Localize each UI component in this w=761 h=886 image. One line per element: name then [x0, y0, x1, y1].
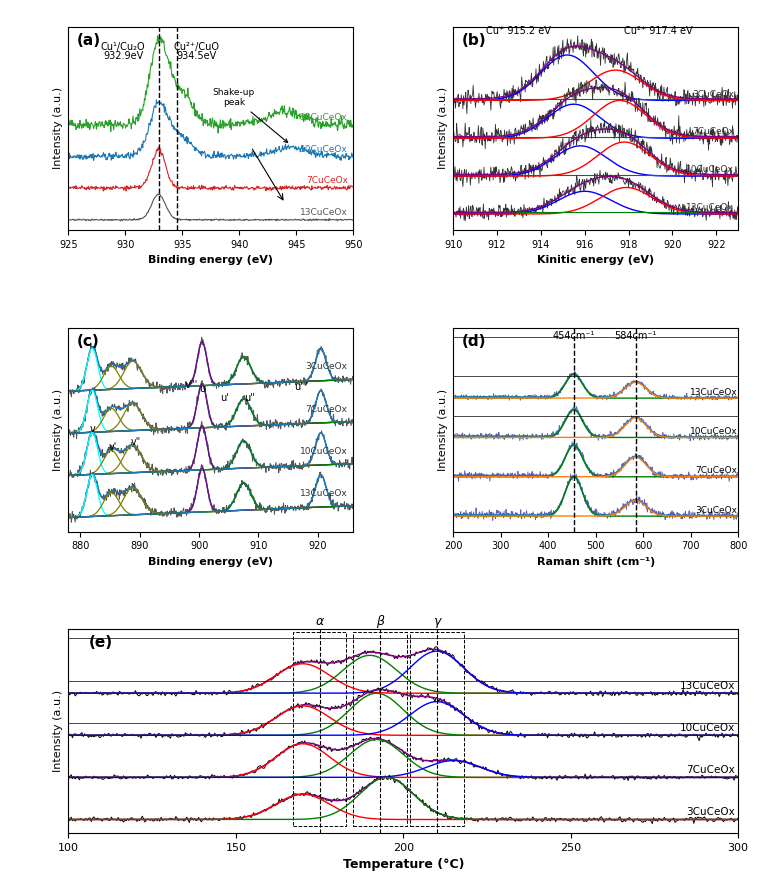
- Text: α: α: [316, 615, 323, 628]
- Text: 10CuCeOx: 10CuCeOx: [300, 144, 348, 153]
- Text: 7CuCeOx: 7CuCeOx: [305, 405, 348, 414]
- X-axis label: Temperature (°C): Temperature (°C): [342, 859, 464, 871]
- Text: Shake-up
peak: Shake-up peak: [212, 88, 288, 143]
- Bar: [353, 633, 406, 826]
- Text: 7CuCeOx: 7CuCeOx: [692, 128, 734, 136]
- Text: Cu¹/Cu₂O: Cu¹/Cu₂O: [101, 42, 145, 51]
- Text: γ: γ: [433, 615, 441, 628]
- Text: u: u: [199, 385, 205, 394]
- Text: 3CuCeOx: 3CuCeOx: [686, 807, 735, 818]
- Text: u': u': [220, 392, 228, 403]
- Y-axis label: Intensity (a.u.): Intensity (a.u.): [438, 389, 447, 470]
- Text: u''': u''': [294, 383, 308, 392]
- X-axis label: Kinitic energy (eV): Kinitic energy (eV): [537, 255, 654, 266]
- Text: (b): (b): [462, 33, 486, 48]
- Text: v": v": [130, 438, 141, 447]
- Text: 13CuCeOx: 13CuCeOx: [300, 489, 348, 498]
- X-axis label: Binding energy (eV): Binding energy (eV): [148, 556, 273, 567]
- Text: (a): (a): [77, 33, 101, 48]
- Y-axis label: Intensity (a.u.): Intensity (a.u.): [438, 88, 447, 169]
- Y-axis label: Intensity (a.u.): Intensity (a.u.): [53, 88, 63, 169]
- Text: Cu²⁺/CuO: Cu²⁺/CuO: [174, 42, 219, 51]
- Text: 934.5eV: 934.5eV: [176, 51, 216, 61]
- Text: β: β: [376, 615, 384, 628]
- Text: v''': v''': [184, 380, 198, 390]
- Text: 3CuCeOx: 3CuCeOx: [696, 506, 737, 515]
- Text: 13CuCeOx: 13CuCeOx: [689, 387, 737, 397]
- Text: 10CuCeOx: 10CuCeOx: [680, 723, 735, 734]
- Text: 7CuCeOx: 7CuCeOx: [696, 466, 737, 475]
- Text: 10CuCeOx: 10CuCeOx: [300, 447, 348, 455]
- Text: 13CuCeOx: 13CuCeOx: [300, 113, 348, 122]
- X-axis label: Binding energy (eV): Binding energy (eV): [148, 255, 273, 266]
- Text: 454cm⁻¹: 454cm⁻¹: [552, 331, 595, 341]
- Text: 10CuCeOx: 10CuCeOx: [686, 165, 734, 175]
- Bar: [293, 633, 346, 826]
- Text: Cu⁺ 915.2 eV: Cu⁺ 915.2 eV: [486, 27, 551, 36]
- Y-axis label: Intensity (a.u.): Intensity (a.u.): [53, 389, 63, 470]
- Text: (e): (e): [88, 635, 113, 650]
- Text: v': v': [109, 442, 117, 453]
- Text: 584cm⁻¹: 584cm⁻¹: [614, 331, 657, 341]
- Y-axis label: Intensity (a.u.): Intensity (a.u.): [53, 690, 63, 772]
- Text: u": u": [244, 392, 254, 403]
- Text: 3CuCeOx: 3CuCeOx: [305, 362, 348, 371]
- Text: 7CuCeOx: 7CuCeOx: [306, 176, 348, 185]
- Text: 10CuCeOx: 10CuCeOx: [689, 427, 737, 436]
- Text: 7CuCeOx: 7CuCeOx: [686, 766, 735, 775]
- Text: 13CuCeOx: 13CuCeOx: [686, 203, 734, 212]
- Text: Cu²⁺ 917.4 eV: Cu²⁺ 917.4 eV: [624, 27, 693, 36]
- Bar: [410, 633, 463, 826]
- Text: 932.9eV: 932.9eV: [103, 51, 143, 61]
- Text: 13CuCeOx: 13CuCeOx: [300, 208, 348, 217]
- Text: 13CuCeOx: 13CuCeOx: [680, 681, 735, 691]
- Text: (d): (d): [462, 334, 486, 349]
- Text: (c): (c): [77, 334, 100, 349]
- Text: 3CuCeOx: 3CuCeOx: [692, 89, 734, 98]
- Text: v: v: [89, 424, 95, 434]
- X-axis label: Raman shift (cm⁻¹): Raman shift (cm⁻¹): [537, 556, 654, 567]
